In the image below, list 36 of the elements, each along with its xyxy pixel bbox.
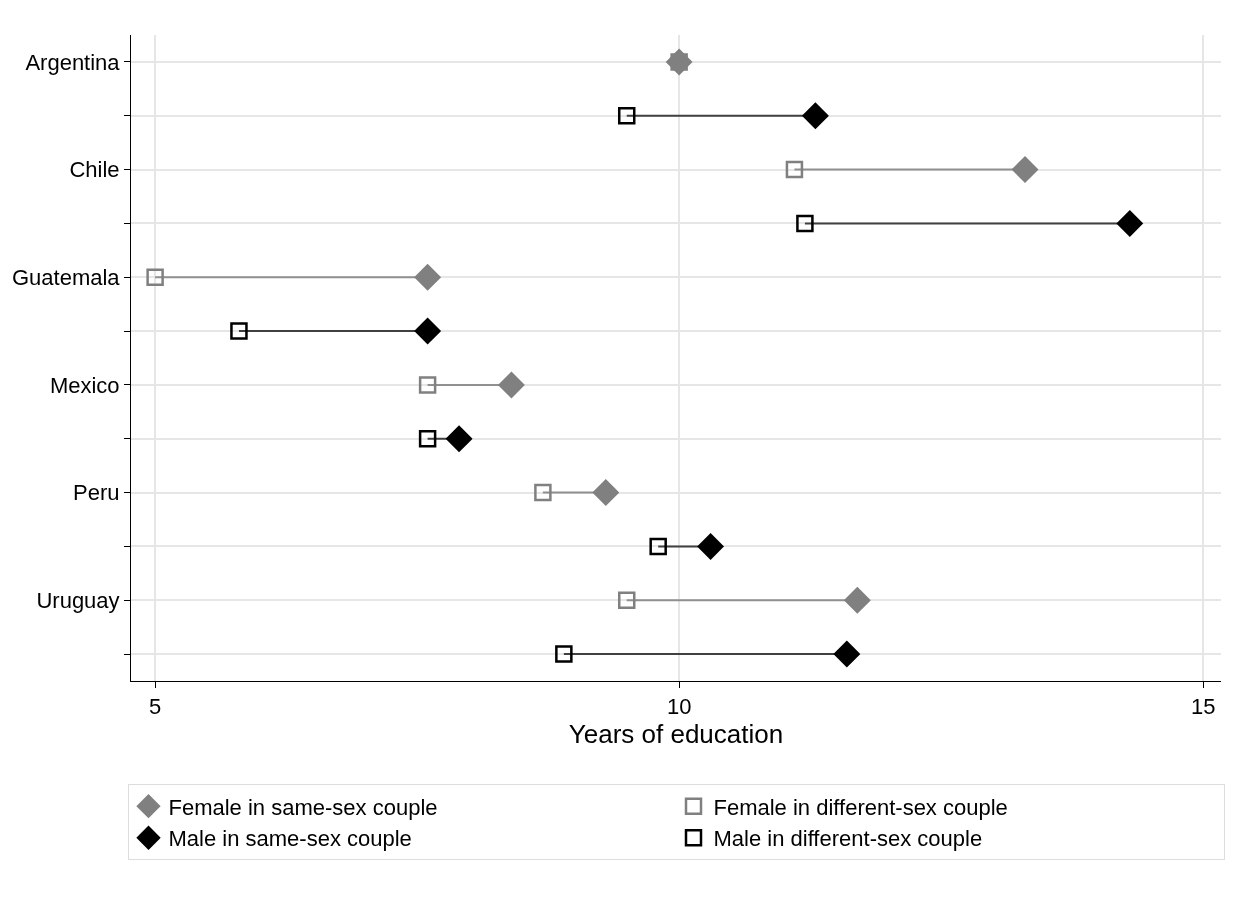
- point: [146, 268, 164, 286]
- y-tick-label: Chile: [69, 157, 120, 183]
- point: [617, 591, 636, 609]
- point: [498, 371, 525, 398]
- legend-label: Female in same-sex couple: [168, 794, 438, 820]
- point: [446, 425, 472, 452]
- point: [649, 537, 667, 556]
- point: [697, 533, 724, 560]
- point: [833, 641, 860, 668]
- point: [534, 483, 552, 502]
- point: [418, 376, 437, 394]
- x-tick-label: 15: [1190, 694, 1216, 720]
- point: [555, 645, 573, 663]
- point: [796, 214, 814, 233]
- point: [844, 587, 871, 614]
- legend-label: Female in different-sex couple: [713, 794, 1008, 820]
- y-tick-label: Guatemala: [11, 264, 121, 290]
- point: [592, 479, 619, 506]
- x-tick-label: 5: [148, 694, 162, 720]
- legend-label: Male in same-sex couple: [168, 826, 412, 852]
- y-tick-label: Mexico: [49, 372, 120, 398]
- point: [802, 102, 829, 129]
- point: [230, 322, 248, 340]
- y-tick-label: Argentina: [25, 49, 121, 75]
- point: [785, 160, 804, 179]
- point: [414, 318, 441, 345]
- point: [1012, 156, 1038, 183]
- x-tick-label: 10: [666, 694, 692, 720]
- y-tick-label: Peru: [73, 480, 120, 506]
- legend-label: Male in different-sex couple: [713, 826, 983, 852]
- point: [418, 430, 437, 448]
- point: [1116, 210, 1143, 237]
- point: [414, 264, 441, 291]
- x-axis-title: Years of education: [568, 719, 784, 750]
- point: [617, 107, 636, 125]
- y-tick-label: Uruguay: [36, 587, 120, 613]
